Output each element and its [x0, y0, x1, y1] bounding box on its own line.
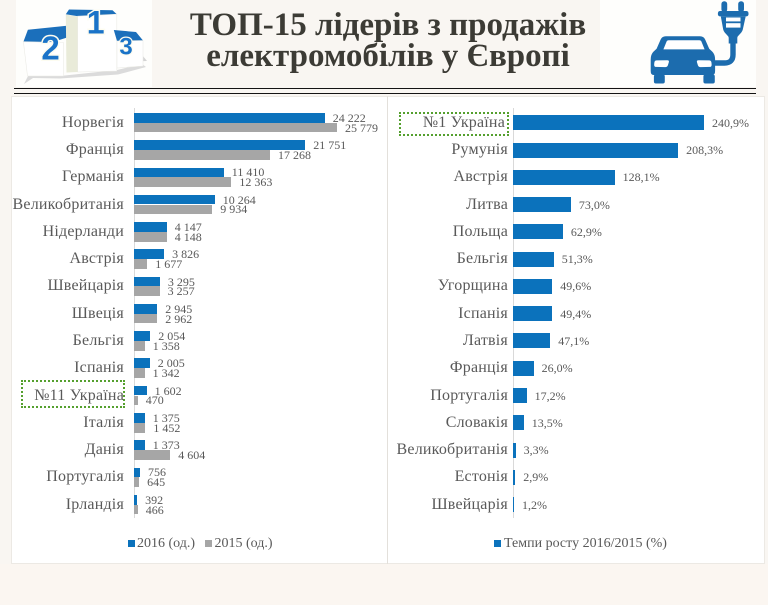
- svg-text:3: 3: [119, 34, 132, 61]
- svg-text:2: 2: [41, 30, 59, 67]
- svg-text:1: 1: [87, 5, 105, 41]
